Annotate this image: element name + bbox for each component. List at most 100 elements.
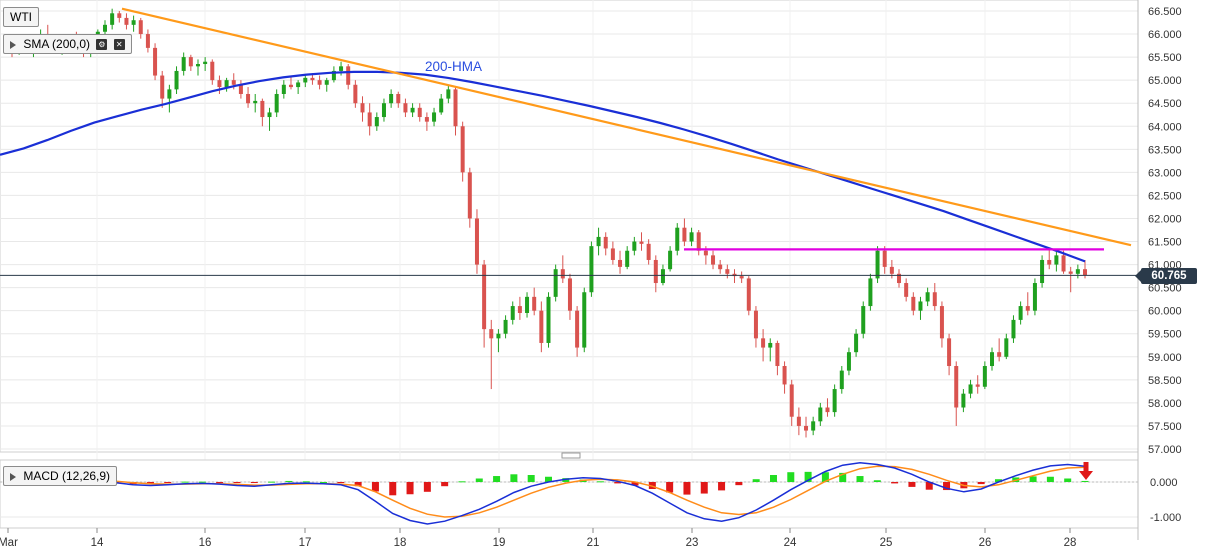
macd-hist-bar [908, 482, 916, 487]
sma-legend[interactable]: SMA (200,0) ⚙ ✕ [3, 34, 132, 54]
candle-up [303, 77, 308, 83]
candle-down [517, 306, 522, 313]
settings-icon[interactable]: ⚙ [96, 39, 108, 51]
candle-up [389, 93, 394, 104]
candle-down [639, 241, 644, 244]
price-tick-label: 57.500 [1148, 421, 1182, 433]
candle-up [525, 296, 530, 313]
macd-hist-bar [596, 481, 604, 483]
time-tick-label: Mar [0, 537, 18, 549]
macd-grid [0, 459, 1139, 529]
macd-hist-bar [527, 475, 535, 482]
candle-up [253, 100, 258, 104]
candle-up [625, 250, 630, 267]
candle-up [496, 333, 501, 339]
macd-hist-bar [545, 476, 552, 482]
close-icon[interactable]: ✕ [113, 39, 125, 51]
candle-up [582, 292, 587, 348]
macd-legend[interactable]: MACD (12,26,9) [3, 466, 118, 486]
time-tick-label: 24 [784, 537, 797, 549]
candle-up [1032, 283, 1037, 311]
price-tick-label: 57.000 [1148, 444, 1182, 456]
macd-hist-bar [943, 482, 951, 491]
candle-up [1054, 255, 1059, 265]
price-tick-label: 66.000 [1148, 29, 1182, 41]
candle-down [231, 80, 236, 85]
main-grid [0, 0, 1139, 528]
candle-down [353, 84, 358, 104]
candle-up [632, 241, 637, 251]
time-tick-label: 21 [587, 537, 600, 549]
candle-down [954, 366, 959, 408]
candle-up [811, 421, 816, 431]
price-tick-label: 66.500 [1148, 6, 1182, 18]
macd-hist-bar [354, 482, 362, 487]
macd-tick-label: -1.000 [1150, 512, 1181, 524]
candle-up [432, 112, 437, 122]
price-tick-label: 58.000 [1148, 398, 1182, 410]
candle-down [117, 13, 122, 18]
candle-up [1075, 269, 1080, 274]
candle-down [646, 243, 651, 260]
price-tick-label: 59.000 [1148, 352, 1182, 364]
macd-hist-bar [285, 480, 293, 482]
macd-hist-bar [423, 482, 431, 492]
candle-up [854, 333, 859, 353]
candle-up [589, 246, 594, 293]
main-panel [0, 0, 1139, 453]
candle-down [489, 329, 494, 339]
macd-hist-bar [873, 480, 881, 482]
candle-down [474, 218, 479, 265]
candle-up [281, 84, 286, 94]
candle-up [439, 98, 444, 113]
candle-up [660, 269, 665, 284]
candle-up [968, 384, 973, 394]
macd-hist-bar [371, 482, 379, 492]
candles [10, 8, 1087, 438]
candle-down [1025, 306, 1030, 311]
candle-up [925, 292, 930, 302]
macd-hist-bar [1029, 476, 1037, 482]
candle-down [246, 93, 251, 104]
time-tick-label: 26 [979, 537, 992, 549]
candle-up [167, 89, 172, 99]
candle-down [367, 112, 372, 127]
time-tick-label: 16 [199, 537, 212, 549]
candle-down [482, 264, 487, 330]
price-tick-label: 61.500 [1148, 237, 1182, 249]
candle-up [174, 70, 179, 90]
macd-hist-bar [562, 478, 570, 482]
candle-down [260, 100, 265, 118]
candle-up [918, 301, 923, 311]
price-tick-label: 59.500 [1148, 329, 1182, 341]
candle-up [224, 80, 229, 88]
symbol-tag[interactable]: WTI [3, 7, 39, 27]
price-tick-label: 58.500 [1148, 375, 1182, 387]
candle-up [875, 250, 880, 279]
arrow-down-icon [1083, 462, 1089, 472]
candle-up [503, 319, 508, 334]
price-tick-label: 62.000 [1148, 213, 1182, 225]
falling-trendline [121, 7, 1132, 247]
macd-hist-bar [752, 479, 760, 482]
candle-down [346, 66, 351, 85]
macd-hist-bar [233, 482, 241, 484]
candle-down [789, 384, 794, 417]
macd-hist-bar [700, 482, 708, 494]
macd-hist-bar [146, 482, 154, 484]
candle-up [596, 236, 601, 247]
macd-hist-bar [977, 482, 985, 485]
candle-down [188, 57, 193, 67]
candle-down [782, 366, 787, 385]
candle-down [310, 77, 315, 81]
candle-down [560, 269, 565, 279]
macd-hist-bar [787, 472, 795, 482]
candle-down [453, 89, 458, 127]
macd-hist-bar [839, 472, 847, 482]
axes: 66.500 66.000 65.500 65.000 64.500 64.000 63.5… [0, 0, 1182, 549]
macd-hist-bar [164, 482, 172, 483]
collapse-icon [10, 40, 16, 49]
candle-down [725, 269, 730, 274]
macd-hist-bar [441, 482, 449, 487]
